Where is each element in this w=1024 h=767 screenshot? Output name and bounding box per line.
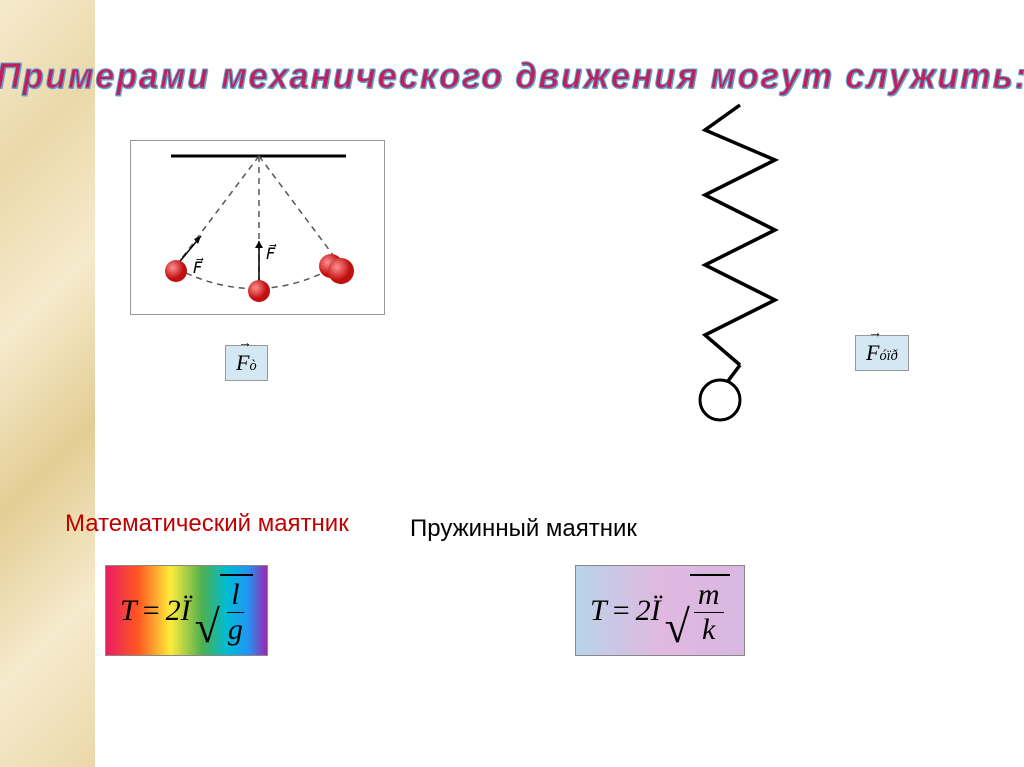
spring-caption: Пружинный маятник (410, 515, 637, 543)
spring-formula: T = 2Ï √ m k (575, 565, 745, 656)
spring-diagram (0, 0, 1024, 500)
radical-icon: √ (195, 574, 220, 647)
formula-lhs: T (120, 594, 137, 628)
radical-icon: √ (665, 574, 690, 647)
formula-denominator: k (698, 613, 719, 647)
force-symbol: F→óïð (866, 340, 898, 365)
formula-denominator: g (224, 613, 247, 647)
pendulum-caption: Математический маятник (65, 510, 349, 538)
formula-coeff: 2Ï (166, 594, 191, 628)
formula-coeff: 2Ï (636, 594, 661, 628)
spring-force-label: F→óïð (855, 335, 909, 371)
formula-numerator: m (694, 578, 724, 613)
pendulum-formula: T = 2Ï √ l g (105, 565, 268, 656)
formula-numerator: l (227, 578, 243, 613)
equals-sign: = (613, 594, 630, 628)
equals-sign: = (143, 594, 160, 628)
formula-lhs: T (590, 594, 607, 628)
